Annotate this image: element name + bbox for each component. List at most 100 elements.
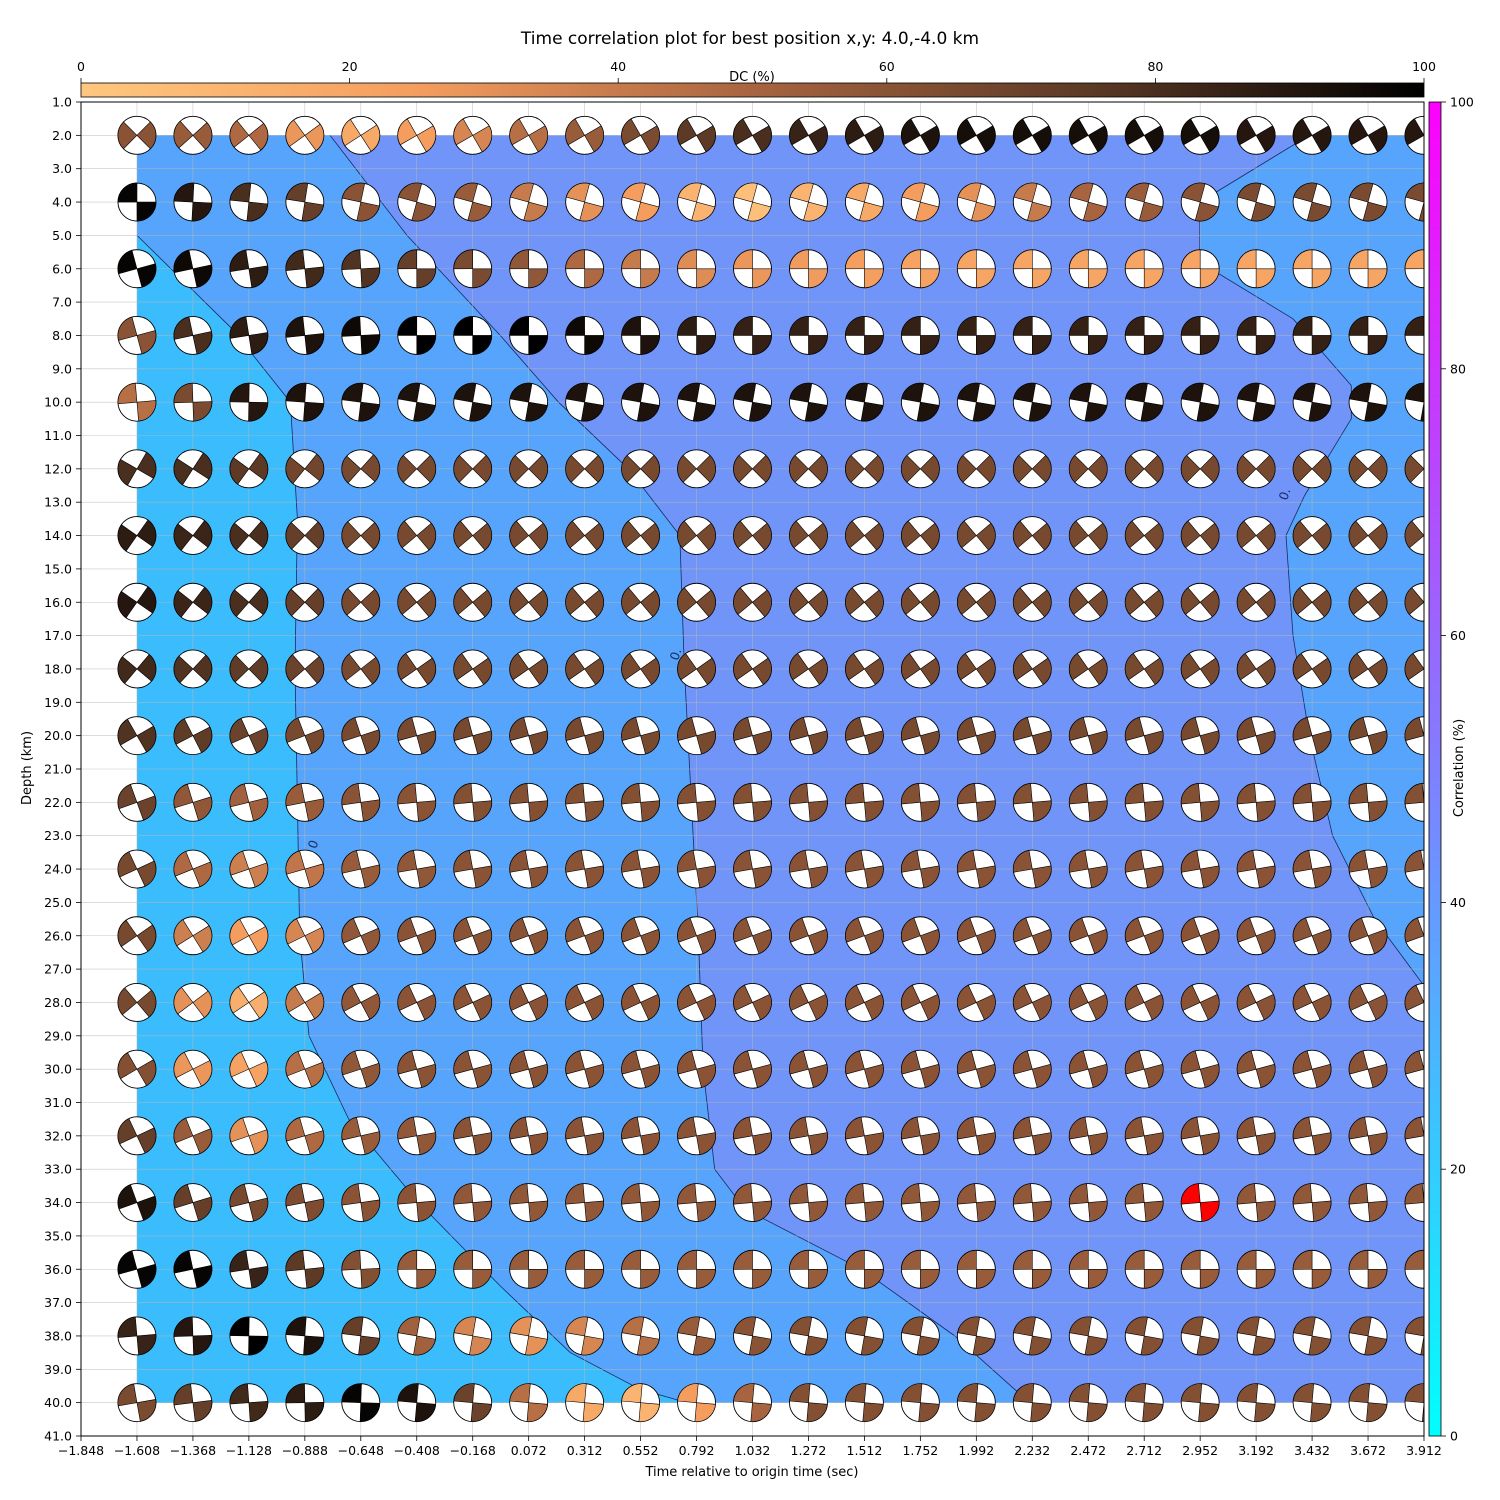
beachball-quadrant xyxy=(285,717,306,743)
beachball-quadrant xyxy=(1404,382,1424,403)
beachball-quadrant xyxy=(580,1335,604,1356)
beachball-quadrant xyxy=(733,1383,755,1403)
beachball-quadrant xyxy=(1404,917,1424,943)
beachball-quadrant xyxy=(397,1050,418,1075)
dc-tick-label: 20 xyxy=(342,59,358,74)
beachball-quadrant xyxy=(1348,587,1369,615)
beachball xyxy=(1180,716,1220,756)
beachball-quadrant xyxy=(192,331,213,355)
beachball-quadrant xyxy=(901,454,921,483)
beachball xyxy=(1180,649,1220,689)
beachball-quadrant xyxy=(621,587,642,615)
beachball xyxy=(341,649,381,689)
beachball-quadrant xyxy=(416,454,437,483)
beachball-quadrant xyxy=(1125,716,1145,741)
beachball xyxy=(900,516,940,555)
beachball-quadrant xyxy=(1068,783,1089,805)
x-tick-label: 0.312 xyxy=(567,1443,603,1458)
beachball-quadrant xyxy=(1013,984,1033,1011)
beachball-quadrant xyxy=(509,849,530,873)
beachball xyxy=(173,1116,213,1156)
beachball xyxy=(621,1316,661,1356)
beachball xyxy=(1068,249,1108,289)
beachball xyxy=(1404,1249,1424,1289)
beachball-quadrant xyxy=(1311,268,1332,289)
beachball-quadrant xyxy=(1143,928,1164,954)
beachball-quadrant xyxy=(565,182,590,203)
beachball xyxy=(844,582,884,622)
beachball-quadrant xyxy=(117,121,138,150)
beachball-quadrant xyxy=(1349,182,1374,203)
beachball-quadrant xyxy=(1311,454,1332,483)
y-tick-label: 11.0 xyxy=(44,428,72,443)
beachball-quadrant xyxy=(975,1132,996,1155)
beachball-quadrant xyxy=(919,125,940,153)
beachball-quadrant xyxy=(469,401,492,422)
beachball-quadrant xyxy=(1194,201,1219,222)
beachball-quadrant xyxy=(1087,125,1108,153)
y-tick-label: 29.0 xyxy=(44,1028,72,1043)
beachball-quadrant xyxy=(636,401,660,422)
beachball-quadrant xyxy=(1311,928,1332,954)
beachball-quadrant xyxy=(1404,849,1424,873)
beachball-quadrant xyxy=(526,1402,548,1422)
beachball-quadrant xyxy=(1255,335,1276,355)
beachball xyxy=(1012,115,1052,155)
beachball xyxy=(956,849,996,889)
beachball xyxy=(789,249,828,289)
beachball xyxy=(173,582,213,622)
beachball-quadrant xyxy=(748,1335,772,1356)
beachball-quadrant xyxy=(192,654,213,683)
beachball xyxy=(844,983,884,1022)
beachball-quadrant xyxy=(229,1250,250,1273)
beachball-quadrant xyxy=(1013,716,1033,741)
dc-tick-label: 0 xyxy=(77,59,85,74)
beachball-quadrant xyxy=(528,928,548,954)
beachball-quadrant xyxy=(584,454,604,483)
beachball-quadrant xyxy=(1348,382,1372,403)
y-tick-label: 12.0 xyxy=(44,461,72,476)
beachball-quadrant xyxy=(472,1200,492,1222)
beachball xyxy=(1124,1383,1164,1423)
x-tick-label: 3.672 xyxy=(1350,1443,1386,1458)
beachball xyxy=(397,1116,437,1156)
beachball-quadrant xyxy=(752,268,772,289)
beachball-quadrant xyxy=(360,334,381,355)
beachball xyxy=(677,449,716,489)
x-tick-label: −0.168 xyxy=(450,1443,496,1458)
beachball xyxy=(341,449,381,489)
beachball xyxy=(1348,516,1388,555)
beachball-quadrant xyxy=(975,589,996,618)
beachball-quadrant xyxy=(117,1052,138,1080)
beachball xyxy=(509,1383,549,1423)
beachball-quadrant xyxy=(565,382,589,403)
beachball-quadrant xyxy=(864,1268,884,1289)
beachball-quadrant xyxy=(525,401,548,422)
beachball-quadrant xyxy=(397,454,418,483)
beachball-quadrant xyxy=(565,118,586,146)
beachball xyxy=(1404,115,1424,155)
beachball-quadrant xyxy=(1143,1268,1164,1289)
beachball-quadrant xyxy=(845,716,865,741)
beachball-quadrant xyxy=(975,125,996,153)
beachball-quadrant xyxy=(1028,1335,1052,1356)
beachball-quadrant xyxy=(192,925,213,953)
beachball-quadrant xyxy=(808,928,828,954)
beachball-quadrant xyxy=(1292,1116,1313,1140)
beachball-quadrant xyxy=(1124,1116,1145,1140)
beachball-quadrant xyxy=(248,991,269,1019)
beachball-quadrant xyxy=(621,118,641,146)
beachball-quadrant xyxy=(1082,201,1107,222)
beachball-quadrant xyxy=(808,589,828,618)
beachball-quadrant xyxy=(285,1383,306,1404)
beachball-quadrant xyxy=(304,1198,325,1222)
beachball-quadrant xyxy=(976,800,996,822)
beachball-quadrant xyxy=(1292,1050,1313,1075)
beachball-quadrant xyxy=(1180,520,1201,549)
beachball-quadrant xyxy=(191,201,213,222)
beachball-quadrant xyxy=(304,1266,325,1289)
beachball xyxy=(509,782,549,822)
beachball-quadrant xyxy=(1199,125,1220,153)
beachball xyxy=(453,649,493,689)
beachball xyxy=(565,1116,605,1156)
